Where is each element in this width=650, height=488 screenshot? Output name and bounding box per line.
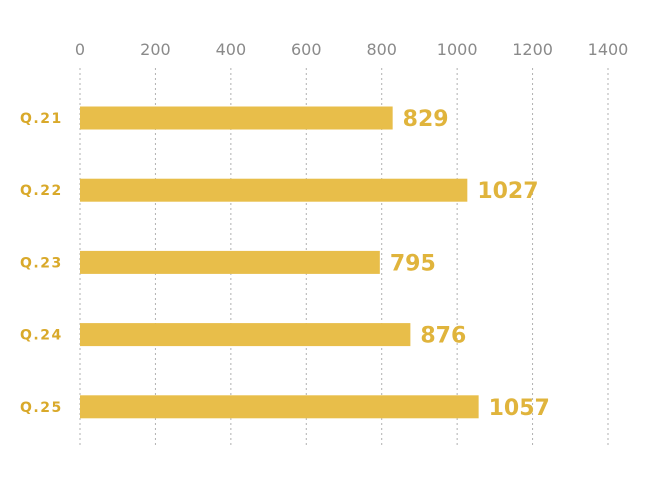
category-label: Q.24 xyxy=(20,328,63,344)
bars xyxy=(80,106,479,419)
bar xyxy=(80,178,468,202)
data-label: 1027 xyxy=(477,179,538,204)
x-tick-label: 1000 xyxy=(437,40,478,59)
value-labels: 829 1027 795 876 1057 xyxy=(390,107,550,421)
x-tick-label: 200 xyxy=(140,40,171,59)
category-label: Q.22 xyxy=(20,183,63,199)
bar xyxy=(80,323,411,347)
x-tick-label: 1200 xyxy=(512,40,553,59)
data-label: 876 xyxy=(420,324,466,349)
x-tick-label: 400 xyxy=(216,40,247,59)
data-label: 795 xyxy=(390,251,436,276)
data-label: 829 xyxy=(403,107,449,132)
bar xyxy=(80,395,479,419)
category-label: Q.25 xyxy=(20,400,63,416)
x-tick-label: 600 xyxy=(291,40,322,59)
category-label: Q.21 xyxy=(20,111,63,127)
x-axis-ticks: 0 200 400 600 800 1000 1200 1400 xyxy=(75,40,628,59)
category-label: Q.23 xyxy=(20,255,63,271)
x-tick-label: 800 xyxy=(366,40,397,59)
bar xyxy=(80,106,393,130)
x-tick-label: 0 xyxy=(75,40,85,59)
category-labels: Q.21 Q.22 Q.23 Q.24 Q.25 xyxy=(20,111,63,416)
x-tick-label: 1400 xyxy=(588,40,629,59)
data-label: 1057 xyxy=(489,396,550,421)
bar xyxy=(80,250,380,274)
